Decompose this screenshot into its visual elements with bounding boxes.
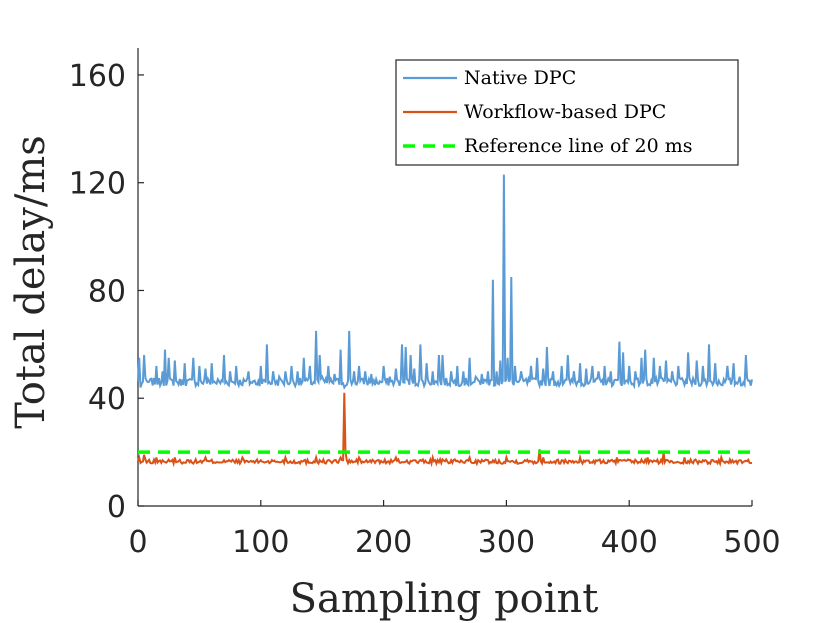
y-tick-label: 80 xyxy=(88,274,126,309)
legend-label-native-dpc: Native DPC xyxy=(464,67,576,89)
y-tick-label: 160 xyxy=(69,59,126,94)
legend-label-reference-line: Reference line of 20 ms xyxy=(464,135,692,157)
y-axis-title: Total delay/ms xyxy=(8,135,54,429)
x-tick-label: 0 xyxy=(128,525,147,560)
y-tick-label: 120 xyxy=(69,167,126,202)
axes xyxy=(137,48,752,507)
x-tick-label: 400 xyxy=(601,525,658,560)
x-tick-label: 100 xyxy=(232,525,289,560)
ticks: 0 100 200 300 400 500 0 40 80 120 160 xyxy=(69,59,781,560)
legend-label-workflow-dpc: Workflow-based DPC xyxy=(464,101,666,123)
series-line-native-dpc xyxy=(137,174,753,390)
x-tick-label: 200 xyxy=(355,525,412,560)
series-line-workflow-dpc xyxy=(137,392,753,468)
x-tick-label: 300 xyxy=(478,525,535,560)
legend: Native DPC Workflow-based DPC Reference … xyxy=(395,59,739,166)
plot-lines xyxy=(137,174,753,468)
y-tick-label: 40 xyxy=(88,382,126,417)
x-axis-title: Sampling point xyxy=(290,576,599,622)
x-tick-label: 500 xyxy=(723,525,780,560)
y-tick-label: 0 xyxy=(107,490,126,525)
